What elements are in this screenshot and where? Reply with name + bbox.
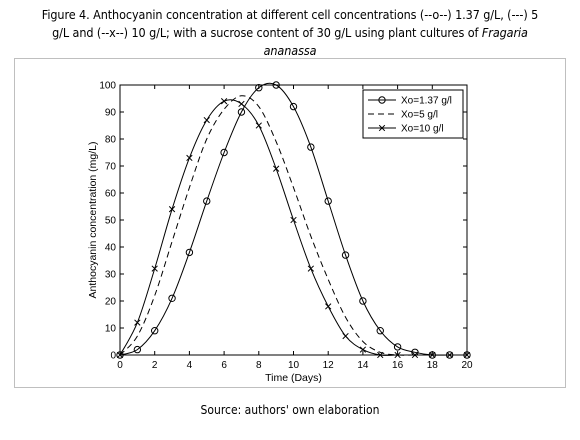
series-3-point	[394, 351, 401, 359]
legend-marker-3	[378, 124, 386, 132]
x-tick-label: 20	[461, 360, 473, 371]
series-3-point	[446, 351, 453, 359]
series-1-point	[133, 345, 142, 354]
series-3-point	[290, 216, 297, 224]
x-tick-label: 18	[427, 360, 439, 371]
x-tick-label: 16	[392, 360, 404, 371]
series-3-point	[463, 351, 471, 359]
y-tick-label: 10	[105, 324, 117, 335]
series-3-point	[377, 351, 384, 359]
x-tick-label: 0	[117, 360, 123, 371]
series-3-point-b	[134, 319, 141, 326]
legend-marker-1	[378, 96, 386, 104]
series-3-point-b	[411, 351, 419, 359]
legend-label-2: Xo=5 g/l	[401, 110, 438, 121]
series-3-point	[168, 206, 176, 213]
y-tick-label: 20	[105, 297, 117, 308]
series-1-point	[324, 197, 332, 205]
x-tick-label: 10	[288, 360, 300, 371]
series-3-point-b	[116, 351, 124, 359]
y-tick-label: 90	[105, 108, 117, 119]
series-3-point-b	[429, 351, 436, 359]
y-tick-label: 80	[105, 135, 117, 146]
y-tick-label: 0	[110, 351, 116, 362]
series-1-point	[151, 327, 159, 335]
series-3-point	[272, 165, 280, 172]
series-3-point	[238, 100, 245, 108]
series-1-point	[359, 297, 367, 305]
series-3-point	[255, 122, 262, 129]
series-3-point	[151, 265, 158, 272]
series-1-point	[289, 102, 298, 111]
x-tick-label: 2	[152, 360, 158, 371]
series-3-point-b	[342, 332, 349, 340]
series-3-point-b	[220, 98, 228, 105]
series-3-point	[116, 351, 124, 359]
series-3-point-b	[186, 154, 193, 162]
y-tick-label: 70	[105, 162, 117, 173]
series-1-point	[116, 351, 124, 359]
series-line-1	[119, 82, 467, 356]
y-tick-label: 50	[105, 216, 117, 227]
series-3-point	[307, 265, 315, 272]
y-axis-label: Anthocyanin concentration (mg/L)	[87, 141, 99, 298]
series-1-point	[255, 84, 263, 92]
source-note: Source: authors' own elaboration	[200, 403, 380, 417]
series-3-point-b	[377, 351, 384, 359]
y-tick-label: 60	[105, 189, 117, 200]
series-1-point	[203, 197, 211, 205]
series-3-point-b	[446, 351, 453, 359]
series-3-point-b	[255, 122, 262, 129]
series-3-point	[220, 98, 228, 105]
x-tick-label: 12	[323, 360, 335, 371]
x-axis-label: Time (Days)	[265, 372, 322, 384]
figure-caption: Figure 4. Anthocyanin concentration at d…	[36, 6, 544, 60]
series-3-point	[325, 303, 332, 310]
x-tick-label: 8	[256, 360, 262, 371]
series-1-point	[220, 148, 228, 157]
series-3-point	[411, 351, 419, 359]
series-1-point	[237, 108, 246, 116]
series-3-point-b	[463, 351, 471, 359]
series-3-point-b	[272, 165, 280, 172]
series-3-point-b	[203, 116, 210, 124]
caption-text: Figure 4. Anthocyanin concentration at d…	[41, 7, 539, 40]
x-tick-label: 14	[357, 360, 369, 371]
legend-label-3: Xo=10 g/l	[401, 124, 444, 135]
legend-marker-3-b	[378, 124, 386, 132]
y-tick-label: 100	[99, 81, 116, 92]
series-1-point	[185, 248, 194, 257]
series-1-point	[307, 143, 315, 151]
series-1-point	[376, 327, 384, 335]
legend-label-1: Xo=1.37 g/l	[401, 96, 452, 107]
series-3-point-b	[151, 265, 158, 272]
series-3-point	[203, 116, 210, 124]
series-3-point-b	[359, 346, 367, 353]
series-1-point	[341, 251, 350, 259]
series-3-point	[359, 346, 367, 353]
series-3-point	[134, 319, 141, 326]
series-3-point	[429, 351, 436, 359]
series-3-point	[186, 154, 193, 162]
series-3-point	[342, 332, 349, 340]
series-3-point-b	[238, 100, 245, 108]
series-1-point	[393, 343, 402, 351]
y-tick-label: 30	[105, 270, 117, 281]
x-tick-label: 4	[187, 360, 193, 371]
series-3-point-b	[290, 216, 297, 224]
caption-species: Fragaria ananassa	[263, 25, 528, 58]
x-tick-label: 6	[221, 360, 227, 371]
y-tick-label: 40	[105, 243, 117, 254]
series-3-point-b	[168, 206, 176, 213]
series-1-point	[272, 81, 280, 89]
series-1-point	[168, 294, 176, 302]
series-3-point-b	[325, 303, 332, 310]
series-3-point-b	[394, 351, 401, 359]
series-3-point-b	[307, 265, 315, 272]
